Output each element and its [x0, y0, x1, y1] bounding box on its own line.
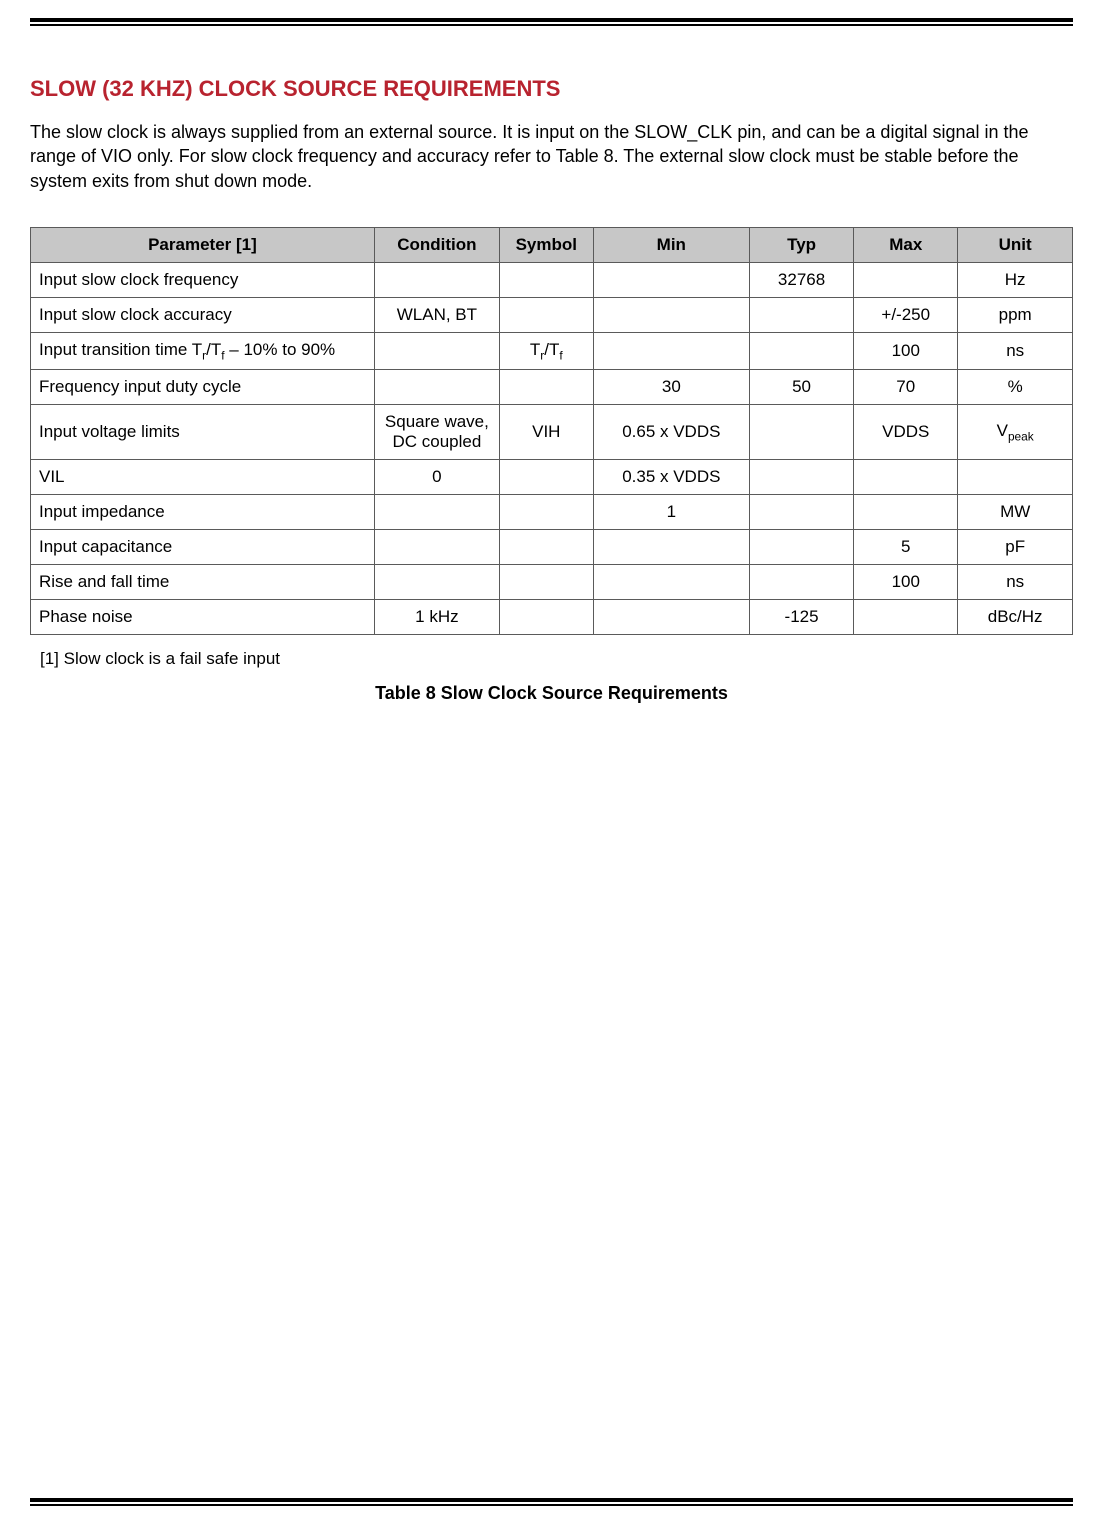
table-cell-max	[854, 460, 958, 495]
table-header-cell: Parameter [1]	[31, 227, 375, 262]
table-cell-typ: 32768	[749, 262, 853, 297]
table-row: Input transition time Tr/Tf – 10% to 90%…	[31, 332, 1073, 369]
table-header-cell: Symbol	[499, 227, 593, 262]
table-cell-max	[854, 600, 958, 635]
table-row: Input capacitance 5pF	[31, 530, 1073, 565]
table-cell-parameter: Input slow clock frequency	[31, 262, 375, 297]
table-cell-min: 0.35 x VDDS	[593, 460, 749, 495]
table-cell-typ	[749, 460, 853, 495]
table-cell-min	[593, 332, 749, 369]
table-cell-unit: dBc/Hz	[958, 600, 1073, 635]
spec-table: Parameter [1]ConditionSymbolMinTypMaxUni…	[30, 227, 1073, 635]
table-cell-parameter: Input voltage limits	[31, 405, 375, 460]
table-cell-unit: ns	[958, 332, 1073, 369]
table-cell-min	[593, 530, 749, 565]
table-cell-condition: Square wave, DC coupled	[374, 405, 499, 460]
table-cell-condition	[374, 332, 499, 369]
table-cell-max: 70	[854, 370, 958, 405]
table-cell-unit	[958, 460, 1073, 495]
table-cell-max: 100	[854, 332, 958, 369]
table-header-cell: Max	[854, 227, 958, 262]
top-horizontal-rule	[30, 18, 1073, 26]
table-cell-condition	[374, 495, 499, 530]
table-row: Rise and fall time 100ns	[31, 565, 1073, 600]
table-cell-typ	[749, 297, 853, 332]
table-cell-unit: MW	[958, 495, 1073, 530]
bottom-horizontal-rule	[30, 1498, 1073, 1506]
table-cell-symbol	[499, 262, 593, 297]
table-cell-unit: pF	[958, 530, 1073, 565]
table-header-cell: Condition	[374, 227, 499, 262]
table-cell-condition	[374, 530, 499, 565]
table-cell-typ	[749, 565, 853, 600]
table-row: Input slow clock accuracyWLAN, BT +/-250p…	[31, 297, 1073, 332]
table-cell-min: 1	[593, 495, 749, 530]
table-cell-condition	[374, 262, 499, 297]
table-cell-parameter: VIL	[31, 460, 375, 495]
table-cell-typ	[749, 405, 853, 460]
table-cell-symbol	[499, 600, 593, 635]
table-cell-max	[854, 495, 958, 530]
table-row: Input voltage limitsSquare wave, DC coup…	[31, 405, 1073, 460]
table-header-cell: Unit	[958, 227, 1073, 262]
table-cell-symbol	[499, 530, 593, 565]
intro-paragraph: The slow clock is always supplied from a…	[30, 120, 1073, 193]
table-cell-min: 30	[593, 370, 749, 405]
table-cell-unit: ns	[958, 565, 1073, 600]
table-cell-min: 0.65 x VDDS	[593, 405, 749, 460]
table-cell-symbol	[499, 495, 593, 530]
table-row: VIL0 0.35 x VDDS	[31, 460, 1073, 495]
table-row: Input slow clock frequency 32768 Hz	[31, 262, 1073, 297]
table-cell-typ	[749, 495, 853, 530]
table-cell-condition: WLAN, BT	[374, 297, 499, 332]
table-row: Frequency input duty cycle 305070%	[31, 370, 1073, 405]
table-cell-symbol	[499, 297, 593, 332]
table-caption: Table 8 Slow Clock Source Requirements	[30, 683, 1073, 704]
table-cell-symbol: Tr/Tf	[499, 332, 593, 369]
table-cell-parameter: Input capacitance	[31, 530, 375, 565]
table-cell-max: +/-250	[854, 297, 958, 332]
table-cell-parameter: Frequency input duty cycle	[31, 370, 375, 405]
table-cell-parameter: Input slow clock accuracy	[31, 297, 375, 332]
table-cell-max: 5	[854, 530, 958, 565]
table-cell-typ: -125	[749, 600, 853, 635]
section-title: SLOW (32 KHZ) CLOCK SOURCE REQUIREMENTS	[30, 76, 1073, 102]
table-header-row: Parameter [1]ConditionSymbolMinTypMaxUni…	[31, 227, 1073, 262]
table-header-cell: Min	[593, 227, 749, 262]
table-cell-max: 100	[854, 565, 958, 600]
table-cell-symbol	[499, 565, 593, 600]
table-cell-condition: 0	[374, 460, 499, 495]
table-row: Phase noise1 kHz -125 dBc/Hz	[31, 600, 1073, 635]
table-cell-typ: 50	[749, 370, 853, 405]
table-cell-min	[593, 565, 749, 600]
table-row: Input impedance 1 MW	[31, 495, 1073, 530]
table-cell-parameter: Rise and fall time	[31, 565, 375, 600]
table-cell-min	[593, 600, 749, 635]
table-cell-max	[854, 262, 958, 297]
table-cell-typ	[749, 530, 853, 565]
table-cell-parameter: Input impedance	[31, 495, 375, 530]
table-cell-max: VDDS	[854, 405, 958, 460]
table-cell-parameter: Phase noise	[31, 600, 375, 635]
table-cell-min	[593, 262, 749, 297]
table-cell-unit: Hz	[958, 262, 1073, 297]
table-cell-symbol	[499, 370, 593, 405]
table-cell-symbol: VIH	[499, 405, 593, 460]
table-cell-condition	[374, 565, 499, 600]
table-cell-condition	[374, 370, 499, 405]
table-cell-unit: Vpeak	[958, 405, 1073, 460]
table-cell-min	[593, 297, 749, 332]
table-header-cell: Typ	[749, 227, 853, 262]
table-cell-typ	[749, 332, 853, 369]
table-cell-unit: ppm	[958, 297, 1073, 332]
table-cell-parameter: Input transition time Tr/Tf – 10% to 90%	[31, 332, 375, 369]
table-cell-condition: 1 kHz	[374, 600, 499, 635]
table-cell-symbol	[499, 460, 593, 495]
table-cell-unit: %	[958, 370, 1073, 405]
table-footnote: [1] Slow clock is a fail safe input	[40, 649, 1073, 669]
